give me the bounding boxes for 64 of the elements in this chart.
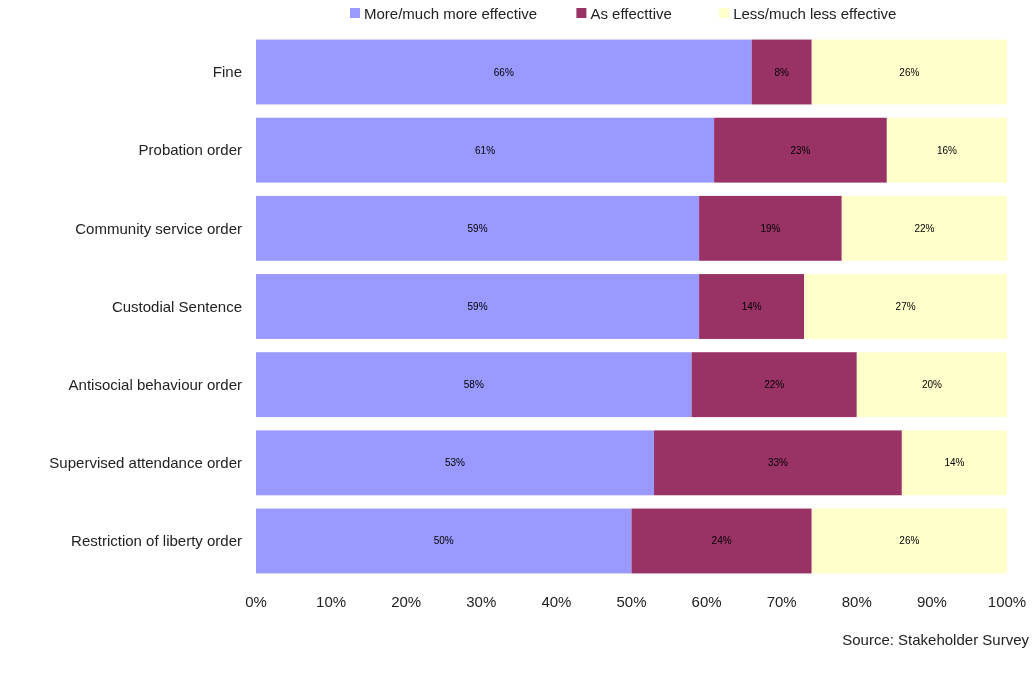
bar <box>699 274 805 339</box>
y-tick-label: Supervised attendance order <box>49 454 242 472</box>
x-tick-label: 80% <box>841 593 872 610</box>
bar <box>841 195 1007 261</box>
y-tick-label: Community service order <box>75 219 242 237</box>
x-tick-label: 0% <box>245 593 267 610</box>
y-tick-label: Fine <box>212 63 242 81</box>
x-tick-label: 100% <box>987 593 1027 610</box>
data-label: 22% <box>764 379 785 391</box>
bar <box>256 352 692 418</box>
data-label: 23% <box>790 144 811 156</box>
x-tick-label: 90% <box>916 593 947 610</box>
x-tick-label: 10% <box>316 593 347 610</box>
bar <box>856 352 1007 418</box>
bar <box>256 274 700 339</box>
data-label: 59% <box>467 301 488 312</box>
x-tick-label: 20% <box>391 593 422 610</box>
x-tick-label: 60% <box>691 593 722 610</box>
data-label: 14% <box>944 457 965 469</box>
data-label: 22% <box>914 222 935 234</box>
data-label: 33% <box>767 457 789 469</box>
bar <box>256 195 700 261</box>
data-label: 58% <box>463 379 484 391</box>
data-label: 59% <box>467 222 488 234</box>
data-label: 26% <box>899 66 920 78</box>
data-label: 20% <box>921 379 943 391</box>
legend-label: Less/much less effective <box>733 5 897 23</box>
data-label: 61% <box>475 144 496 156</box>
bar <box>811 508 1007 574</box>
bar <box>256 430 655 496</box>
bar <box>691 352 857 418</box>
x-tick-label: 50% <box>616 593 647 610</box>
y-tick-label: Custodial Sentence <box>111 297 242 315</box>
legend-label: As effecttive <box>590 5 672 23</box>
legend-label: More/much more effective <box>364 5 538 23</box>
bar <box>631 508 812 574</box>
y-tick-label: Antisocial behaviour order <box>68 375 242 393</box>
bar <box>256 117 715 183</box>
source-note: Source: Stakeholder Survey <box>842 631 1030 648</box>
y-tick-label: Restriction of liberty order <box>71 532 242 550</box>
data-label: 26% <box>899 535 920 547</box>
bar <box>256 508 632 574</box>
bar <box>751 39 812 105</box>
data-label: 19% <box>760 222 781 234</box>
data-label: 16% <box>936 144 958 156</box>
data-label: 27% <box>895 301 916 312</box>
bar <box>804 274 1007 339</box>
data-label: 66% <box>493 66 514 78</box>
bar <box>886 117 1007 183</box>
data-label: 53% <box>445 457 466 469</box>
bar <box>811 39 1007 105</box>
bar <box>654 430 902 496</box>
bar <box>699 195 842 261</box>
data-label: 14% <box>741 301 762 312</box>
x-tick-label: 70% <box>766 593 797 610</box>
bar <box>714 117 887 183</box>
bar <box>256 39 752 105</box>
bar <box>901 430 1007 496</box>
x-tick-label: 30% <box>466 593 497 610</box>
data-label: 24% <box>711 535 732 547</box>
data-label: 50% <box>433 535 454 547</box>
data-label: 8% <box>774 66 790 78</box>
x-tick-label: 40% <box>541 593 572 610</box>
y-tick-label: Probation order <box>138 141 242 159</box>
